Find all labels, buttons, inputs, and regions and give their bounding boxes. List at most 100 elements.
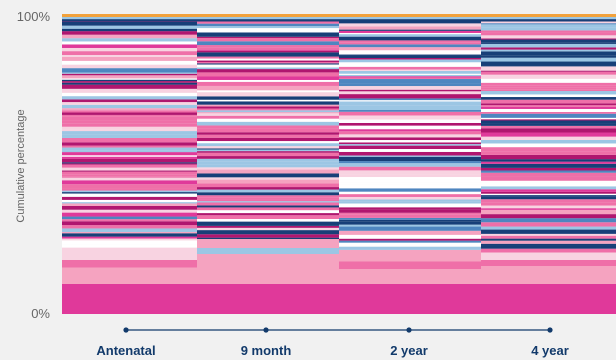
segment-9-month-47 bbox=[197, 119, 339, 122]
segment-9-month-7 bbox=[197, 228, 339, 230]
segment-9-month-36 bbox=[197, 150, 339, 152]
segment-9-month-1 bbox=[197, 254, 339, 284]
segment-antenatal-56 bbox=[62, 110, 197, 112]
segment-9-month-42 bbox=[197, 135, 339, 138]
segment-antenatal-26 bbox=[62, 188, 197, 190]
segment-9-month-88 bbox=[197, 17, 339, 19]
segment-2-year-36 bbox=[339, 161, 481, 163]
x-tick-label-1: 9 month bbox=[241, 343, 292, 358]
segment-2-year-1 bbox=[339, 269, 481, 284]
segment-9-month-12 bbox=[197, 213, 339, 215]
segment-2-year-68 bbox=[339, 74, 481, 75]
segment-4-year-43 bbox=[481, 133, 616, 137]
segment-2-year-29 bbox=[339, 182, 481, 184]
segment-4-year-67 bbox=[481, 72, 616, 75]
segment-antenatal-5 bbox=[62, 244, 197, 248]
segment-9-month-55 bbox=[197, 101, 339, 104]
segment-antenatal-31 bbox=[62, 174, 197, 176]
x-tick-dot-1 bbox=[263, 327, 268, 332]
segment-2-year-63 bbox=[339, 83, 481, 86]
segment-antenatal-74 bbox=[62, 61, 197, 65]
segment-antenatal-17 bbox=[62, 210, 197, 213]
segment-antenatal-2 bbox=[62, 260, 197, 268]
segment-4-year-22 bbox=[481, 196, 616, 198]
segment-antenatal-53 bbox=[62, 117, 197, 121]
segment-4-year-82 bbox=[481, 33, 616, 36]
segment-2-year-75 bbox=[339, 58, 481, 59]
segment-4-year-42 bbox=[481, 137, 616, 140]
segment-4-year-51 bbox=[481, 112, 616, 114]
segment-9-month-67 bbox=[197, 65, 339, 68]
segment-2-year-22 bbox=[339, 201, 481, 203]
segment-antenatal-36 bbox=[62, 163, 197, 164]
segment-9-month-87 bbox=[197, 19, 339, 21]
segment-antenatal-12 bbox=[62, 225, 197, 228]
segment-antenatal-34 bbox=[62, 168, 197, 171]
segment-9-month-33 bbox=[197, 156, 339, 159]
segment-4-year-90 bbox=[481, 14, 616, 17]
segment-4-year-33 bbox=[481, 168, 616, 171]
segment-2-year-38 bbox=[339, 155, 481, 156]
segment-4-year-83 bbox=[481, 30, 616, 32]
segment-4-year-56 bbox=[481, 100, 616, 104]
segment-9-month-53 bbox=[197, 106, 339, 108]
segment-4-year-35 bbox=[481, 162, 616, 164]
segment-9-month-20 bbox=[197, 195, 339, 197]
segment-4-year-12 bbox=[481, 227, 616, 230]
segment-2-year-32 bbox=[339, 175, 481, 177]
segment-2-year-43 bbox=[339, 142, 481, 144]
x-tick-dot-0 bbox=[123, 327, 128, 332]
segment-9-month-62 bbox=[197, 80, 339, 82]
segment-antenatal-71 bbox=[62, 72, 197, 73]
segment-9-month-3 bbox=[197, 239, 339, 248]
segment-4-year-65 bbox=[481, 76, 616, 79]
segment-4-year-79 bbox=[481, 40, 616, 43]
segment-9-month-44 bbox=[197, 128, 339, 132]
segment-2-year-92 bbox=[339, 17, 481, 19]
segment-9-month-63 bbox=[197, 77, 339, 80]
segment-9-month-0 bbox=[197, 284, 339, 314]
segment-2-year-61 bbox=[339, 90, 481, 92]
segment-9-month-79 bbox=[197, 38, 339, 41]
segment-antenatal-60 bbox=[62, 99, 197, 102]
segment-4-year-54 bbox=[481, 105, 616, 107]
segment-antenatal-42 bbox=[62, 151, 197, 152]
segment-2-year-50 bbox=[339, 123, 481, 126]
segment-2-year-49 bbox=[339, 126, 481, 130]
segment-4-year-32 bbox=[481, 171, 616, 173]
segment-9-month-46 bbox=[197, 122, 339, 126]
segment-antenatal-9 bbox=[62, 233, 197, 236]
segment-9-month-52 bbox=[197, 109, 339, 111]
segment-antenatal-75 bbox=[62, 57, 197, 61]
segment-2-year-76 bbox=[339, 56, 481, 58]
segment-2-year-90 bbox=[339, 22, 481, 24]
segment-antenatal-6 bbox=[62, 240, 197, 244]
segment-2-year-39 bbox=[339, 152, 481, 156]
segment-2-year-60 bbox=[339, 91, 481, 94]
segment-2-year-56 bbox=[339, 102, 481, 106]
segment-2-year-72 bbox=[339, 64, 481, 67]
segment-9-month-89 bbox=[197, 14, 339, 17]
segment-9-month-45 bbox=[197, 125, 339, 128]
segment-antenatal-81 bbox=[62, 38, 197, 41]
segment-antenatal-80 bbox=[62, 41, 197, 44]
segment-4-year-86 bbox=[481, 23, 616, 24]
segment-2-year-71 bbox=[339, 67, 481, 70]
segment-9-month-8 bbox=[197, 226, 339, 228]
segment-4-year-36 bbox=[481, 159, 616, 162]
segment-9-month-27 bbox=[197, 174, 339, 178]
segment-9-month-10 bbox=[197, 219, 339, 222]
segment-9-month-25 bbox=[197, 180, 339, 184]
segment-4-year-84 bbox=[481, 28, 616, 31]
segment-antenatal-85 bbox=[62, 26, 197, 29]
segment-4-year-73 bbox=[481, 55, 616, 57]
segment-2-year-70 bbox=[339, 70, 481, 71]
segment-4-year-8 bbox=[481, 239, 616, 241]
segment-4-year-34 bbox=[481, 164, 616, 168]
segment-2-year-74 bbox=[339, 59, 481, 62]
segment-9-month-61 bbox=[197, 82, 339, 86]
segment-2-year-47 bbox=[339, 131, 481, 134]
segment-9-month-76 bbox=[197, 48, 339, 50]
segment-4-year-5 bbox=[481, 246, 616, 249]
segment-9-month-14 bbox=[197, 207, 339, 210]
